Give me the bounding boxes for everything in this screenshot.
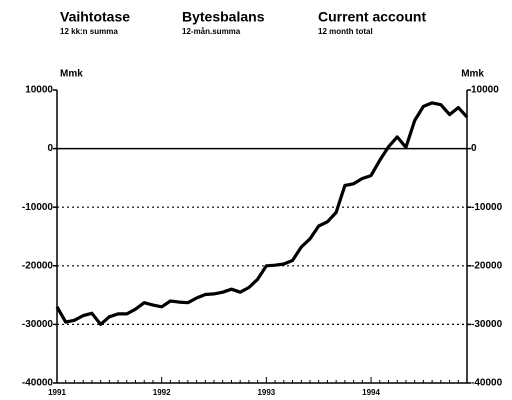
data-line	[55, 101, 469, 326]
x-tick-label: 1991	[48, 388, 66, 397]
y-tick-label: -30000	[22, 319, 54, 330]
y2-tick-label: -30000	[471, 319, 503, 330]
header-subtitle: 12-mån.summa	[182, 27, 241, 36]
y2-axis-label: Mmk	[461, 69, 484, 80]
y2-tick-label: 0	[471, 143, 477, 154]
y2-tick-label: 10000	[471, 85, 499, 96]
y2-tick-label: -40000	[471, 378, 503, 389]
header-subtitle: 12 month total	[318, 27, 373, 36]
y-tick-label: -40000	[22, 378, 54, 389]
header-title: Current account	[318, 9, 426, 25]
x-tick-label: 1994	[362, 388, 380, 397]
header-title: Bytesbalans	[182, 9, 265, 25]
header-title: Vaihtotase	[60, 9, 130, 25]
y-tick-label: 10000	[25, 85, 53, 96]
y2-tick-label: -10000	[471, 202, 503, 213]
y2-tick-label: -20000	[471, 260, 503, 271]
x-tick-label: 1992	[153, 388, 171, 397]
y-tick-label: -20000	[22, 260, 54, 271]
y-tick-label: 0	[47, 143, 53, 154]
x-tick-label: 1993	[257, 388, 275, 397]
y-axis-label: Mmk	[60, 69, 83, 80]
header-subtitle: 12 kk:n summa	[60, 27, 118, 36]
y-tick-label: -10000	[22, 202, 54, 213]
